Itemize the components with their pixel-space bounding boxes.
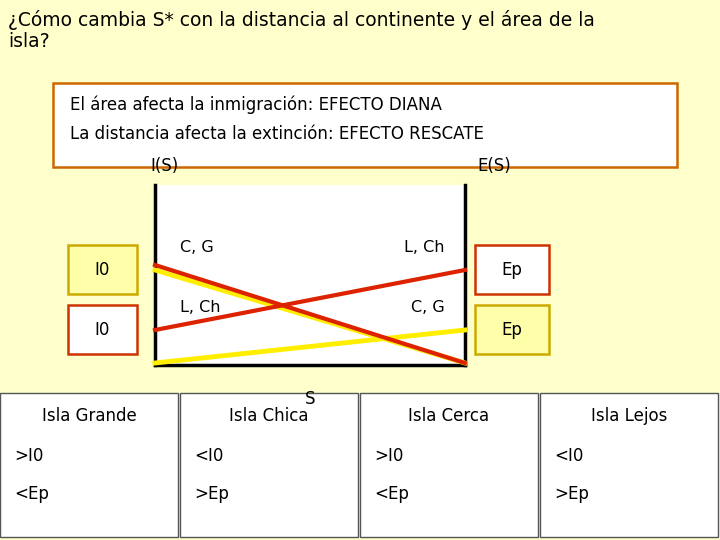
Text: I0: I0 <box>95 261 110 279</box>
FancyBboxPatch shape <box>180 393 358 537</box>
FancyBboxPatch shape <box>68 245 137 294</box>
Text: I(S): I(S) <box>150 157 179 175</box>
Text: >I0: >I0 <box>14 447 43 465</box>
Text: Ep: Ep <box>502 261 523 279</box>
Bar <box>0 0 720 85</box>
FancyBboxPatch shape <box>53 83 677 167</box>
Bar <box>155 185 465 365</box>
Text: Isla Cerca: Isla Cerca <box>408 407 490 425</box>
Text: Isla Lejos: Isla Lejos <box>591 407 667 425</box>
FancyBboxPatch shape <box>0 393 178 537</box>
Text: L, Ch: L, Ch <box>405 240 445 255</box>
Text: <I0: <I0 <box>194 447 223 465</box>
Text: C, G: C, G <box>180 240 214 255</box>
Text: ¿Cómo cambia S* con la distancia al continente y el área de la: ¿Cómo cambia S* con la distancia al cont… <box>8 10 595 30</box>
Text: S: S <box>305 390 315 408</box>
Text: Isla Chica: Isla Chica <box>229 407 309 425</box>
FancyBboxPatch shape <box>475 245 549 294</box>
Text: isla?: isla? <box>8 32 50 51</box>
Text: E(S): E(S) <box>477 157 510 175</box>
Text: El área afecta la inmigración: EFECTO DIANA: El área afecta la inmigración: EFECTO DI… <box>70 95 442 113</box>
Text: Isla Grande: Isla Grande <box>42 407 136 425</box>
Text: >I0: >I0 <box>374 447 403 465</box>
Text: La distancia afecta la extinción: EFECTO RESCATE: La distancia afecta la extinción: EFECTO… <box>70 125 484 143</box>
Text: <Ep: <Ep <box>14 485 49 503</box>
Text: Ep: Ep <box>502 321 523 339</box>
FancyBboxPatch shape <box>360 393 538 537</box>
Text: <Ep: <Ep <box>374 485 409 503</box>
Text: I0: I0 <box>95 321 110 339</box>
Text: >Ep: >Ep <box>194 485 229 503</box>
FancyBboxPatch shape <box>68 305 137 354</box>
Text: C, G: C, G <box>411 300 445 315</box>
Text: <I0: <I0 <box>554 447 583 465</box>
Text: L, Ch: L, Ch <box>180 300 220 315</box>
Text: >Ep: >Ep <box>554 485 589 503</box>
FancyBboxPatch shape <box>540 393 718 537</box>
FancyBboxPatch shape <box>475 305 549 354</box>
